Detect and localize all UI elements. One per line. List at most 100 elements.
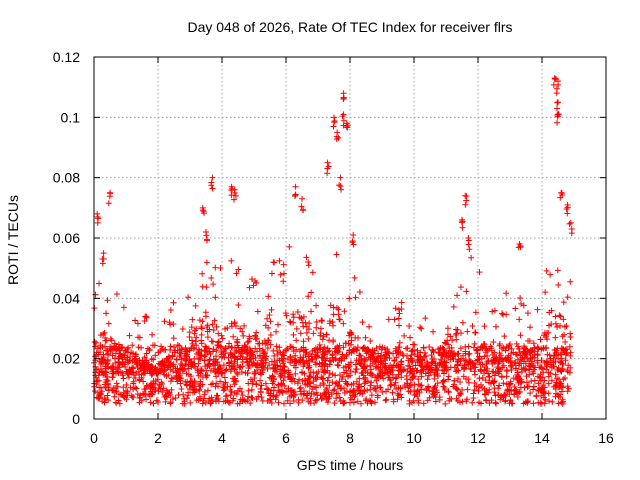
- data-point: [560, 316, 567, 323]
- data-point: [562, 357, 569, 364]
- data-point: [300, 347, 307, 354]
- data-point: [111, 340, 118, 347]
- data-point: [324, 399, 331, 406]
- data-point: [531, 377, 538, 384]
- data-point: [328, 391, 335, 398]
- data-point: [232, 366, 239, 373]
- data-point: [94, 214, 101, 221]
- data-point: [442, 400, 449, 407]
- data-point: [409, 347, 416, 354]
- data-point: [515, 372, 522, 379]
- data-point: [448, 344, 455, 351]
- data-point: [554, 99, 561, 106]
- data-point: [340, 364, 347, 371]
- data-point: [558, 345, 565, 352]
- data-point: [453, 385, 460, 392]
- data-point: [310, 330, 317, 337]
- data-point: [364, 378, 371, 385]
- data-point: [309, 386, 316, 393]
- data-point: [340, 400, 347, 407]
- data-point: [100, 255, 107, 262]
- data-point: [482, 397, 489, 404]
- data-point: [492, 392, 499, 399]
- data-point: [264, 365, 271, 372]
- data-point: [330, 337, 337, 344]
- data-point: [277, 349, 284, 356]
- data-point: [336, 394, 343, 401]
- data-point: [503, 373, 510, 380]
- data-point: [506, 342, 513, 349]
- data-point: [151, 342, 158, 349]
- data-point: [503, 366, 510, 373]
- data-point: [129, 342, 136, 349]
- data-point: [149, 331, 156, 338]
- data-point: [348, 341, 355, 348]
- data-point: [510, 375, 517, 382]
- data-point: [112, 369, 119, 376]
- data-point: [341, 385, 348, 392]
- data-point: [396, 344, 403, 351]
- data-point: [401, 332, 408, 339]
- data-point: [234, 371, 241, 378]
- data-point: [331, 119, 338, 126]
- data-point: [185, 294, 192, 301]
- data-point: [404, 345, 411, 352]
- data-point: [294, 309, 301, 316]
- data-point: [320, 333, 327, 340]
- data-point: [329, 379, 336, 386]
- data-point: [337, 183, 344, 190]
- data-point: [484, 352, 491, 359]
- data-point: [356, 352, 363, 359]
- data-point: [225, 354, 232, 361]
- data-point: [347, 368, 354, 375]
- data-point: [404, 353, 411, 360]
- data-point: [135, 368, 142, 375]
- data-point: [146, 347, 153, 354]
- data-point: [170, 299, 177, 306]
- data-point: [302, 319, 309, 326]
- data-point: [398, 374, 405, 381]
- data-point: [199, 270, 206, 277]
- data-point: [176, 342, 183, 349]
- data-point: [351, 348, 358, 355]
- data-point: [559, 192, 566, 199]
- data-point: [536, 385, 543, 392]
- data-point: [208, 338, 215, 345]
- data-point: [455, 367, 462, 374]
- data-point: [230, 395, 237, 402]
- data-point: [498, 356, 505, 363]
- data-point: [358, 383, 365, 390]
- data-point: [331, 118, 338, 125]
- data-point: [122, 363, 129, 370]
- data-point: [280, 377, 287, 384]
- data-point: [198, 323, 205, 330]
- data-point: [420, 367, 427, 374]
- data-point: [350, 231, 357, 238]
- data-point: [326, 382, 333, 389]
- data-point: [229, 344, 236, 351]
- data-point: [414, 367, 421, 374]
- data-point: [231, 353, 238, 360]
- data-points: [91, 75, 575, 407]
- data-point: [200, 395, 207, 402]
- data-point: [475, 356, 482, 363]
- data-point: [389, 389, 396, 396]
- data-point: [92, 372, 99, 379]
- data-point: [283, 312, 290, 319]
- data-point: [555, 281, 562, 288]
- data-point: [163, 393, 170, 400]
- data-point: [274, 347, 281, 354]
- data-point: [334, 383, 341, 390]
- data-point: [105, 397, 112, 404]
- data-point: [364, 348, 371, 354]
- data-point: [120, 384, 127, 391]
- data-point: [327, 302, 334, 309]
- data-point: [195, 346, 202, 353]
- data-point: [333, 349, 340, 356]
- data-point: [142, 366, 149, 373]
- data-point: [395, 306, 402, 313]
- data-point: [179, 400, 186, 407]
- data-point: [514, 376, 521, 383]
- data-point: [249, 349, 256, 356]
- data-point: [233, 270, 240, 277]
